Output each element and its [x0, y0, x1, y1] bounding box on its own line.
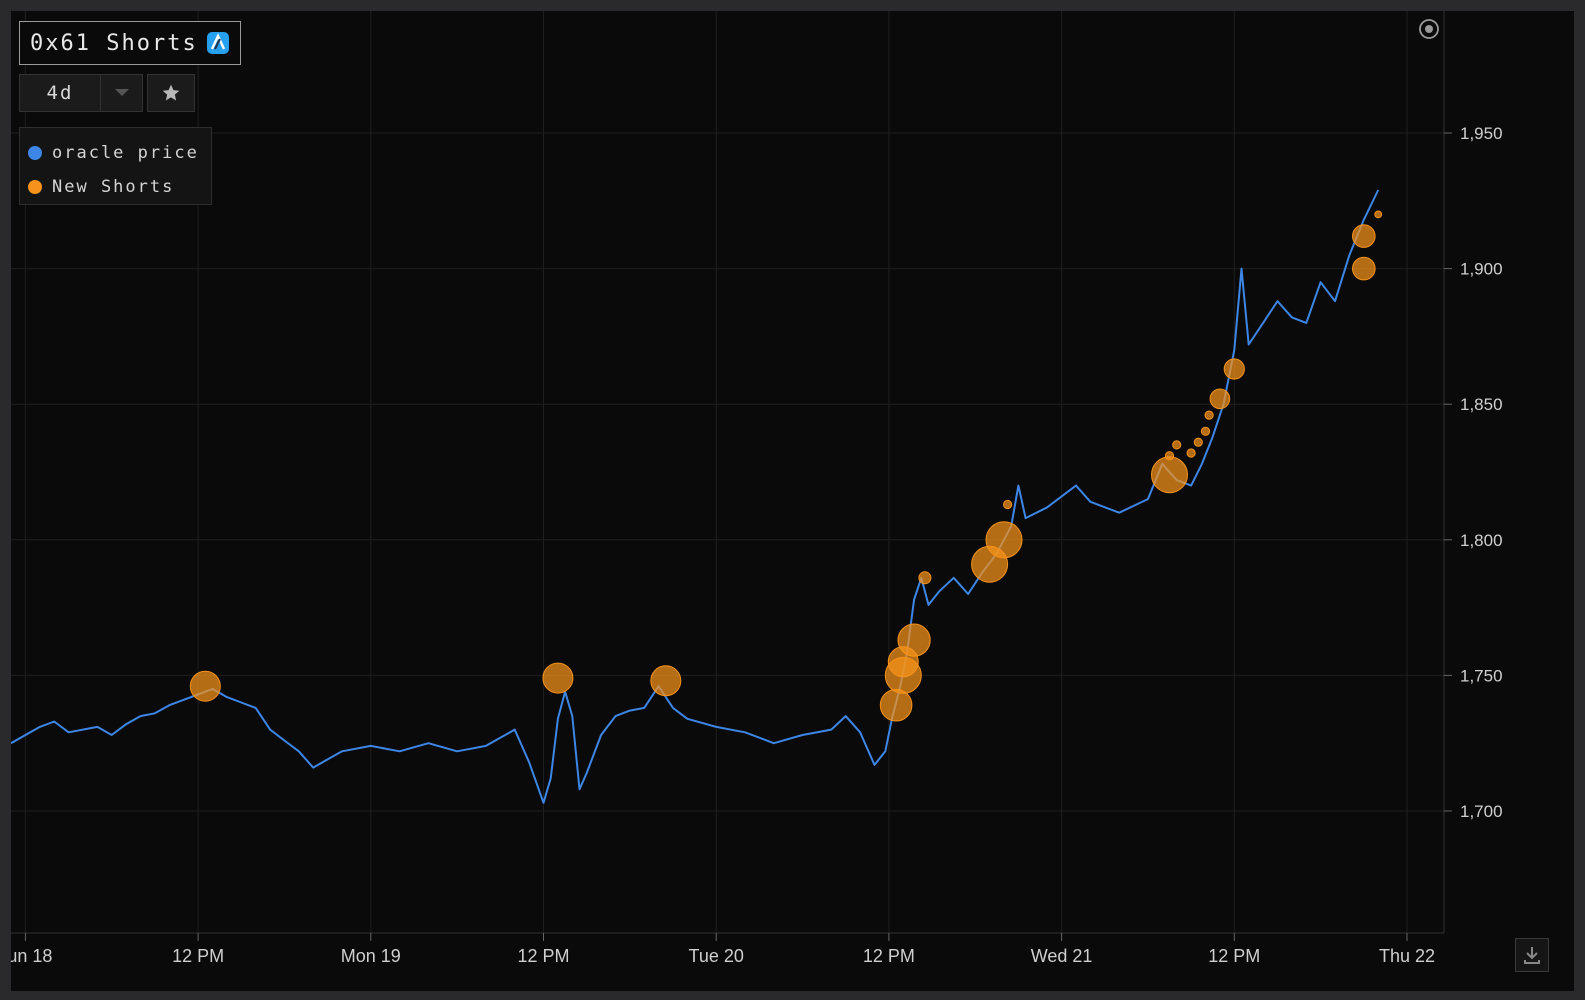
arbitrum-icon — [206, 32, 229, 54]
y-tick-label: 1,850 — [1460, 395, 1503, 414]
new-short-bubble[interactable] — [1209, 388, 1231, 410]
legend-item-new-shorts[interactable]: New Shorts — [28, 170, 211, 204]
legend-item-oracle-price[interactable]: oracle price — [28, 136, 211, 170]
new-short-bubble[interactable] — [542, 662, 574, 694]
new-short-bubble[interactable] — [1172, 440, 1182, 450]
x-tick-label: Tue 20 — [689, 946, 744, 966]
download-button[interactable] — [1515, 938, 1549, 972]
y-tick-label: 1,950 — [1460, 124, 1503, 143]
y-tick-label: 1,700 — [1460, 802, 1503, 821]
new-short-bubble[interactable] — [1204, 410, 1214, 420]
x-tick-label: Wed 21 — [1031, 946, 1093, 966]
target-icon[interactable] — [1418, 18, 1440, 40]
star-icon — [162, 84, 180, 101]
time-range-dropdown[interactable]: 4d — [19, 74, 143, 112]
new-short-bubble[interactable] — [189, 670, 221, 702]
new-short-bubble[interactable] — [1186, 448, 1196, 458]
chart-title: 0x61 Shorts — [30, 30, 198, 56]
price-chart[interactable]: 1,700 1,750 1,800 1,850 1,900 1,950 Jun 18 12 P… — [11, 11, 1574, 991]
new-short-bubble[interactable] — [1223, 358, 1245, 380]
time-range-value[interactable]: 4d — [19, 74, 101, 112]
new-short-bubble[interactable] — [1352, 224, 1376, 248]
legend-swatch — [28, 180, 42, 194]
legend-swatch — [28, 146, 42, 160]
x-tick-label: 12 PM — [863, 946, 915, 966]
x-tick-label: 12 PM — [172, 946, 224, 966]
legend-label: oracle price — [52, 143, 199, 163]
new-short-bubble[interactable] — [1003, 499, 1013, 510]
chart-panel: 1,700 1,750 1,800 1,850 1,900 1,950 Jun 18 12 P… — [11, 11, 1574, 991]
favorite-button[interactable] — [147, 74, 195, 112]
new-short-bubble[interactable] — [897, 623, 931, 657]
new-short-bubble[interactable] — [1151, 456, 1188, 494]
chart-legend: oracle price New Shorts — [19, 127, 212, 205]
y-tick-label: 1,800 — [1460, 531, 1503, 550]
grid-lines — [11, 11, 1444, 933]
x-tick-label: Jun 18 — [11, 946, 52, 966]
x-tick-label: 12 PM — [517, 946, 569, 966]
new-short-bubble[interactable] — [879, 688, 913, 722]
x-tick-label: Mon 19 — [341, 946, 401, 966]
x-tick-label: 12 PM — [1208, 946, 1260, 966]
y-tick-label: 1,750 — [1460, 666, 1503, 685]
new-short-bubble[interactable] — [650, 665, 682, 697]
chart-title-box: 0x61 Shorts — [19, 21, 241, 65]
download-icon — [1524, 947, 1540, 964]
new-short-bubble[interactable] — [918, 571, 932, 585]
legend-label: New Shorts — [52, 177, 175, 197]
new-short-bubble[interactable] — [1352, 256, 1376, 281]
new-short-bubble[interactable] — [1374, 210, 1383, 219]
new-short-bubble[interactable] — [1200, 426, 1211, 436]
new-short-bubble[interactable] — [1164, 451, 1175, 461]
oracle-price-line[interactable] — [11, 189, 1380, 804]
new-short-bubble[interactable] — [985, 521, 1023, 559]
new-short-bubble[interactable] — [1193, 437, 1203, 447]
x-tick-label: Thu 22 — [1379, 946, 1435, 966]
chevron-down-icon[interactable] — [101, 74, 143, 112]
y-tick-label: 1,900 — [1460, 260, 1503, 279]
